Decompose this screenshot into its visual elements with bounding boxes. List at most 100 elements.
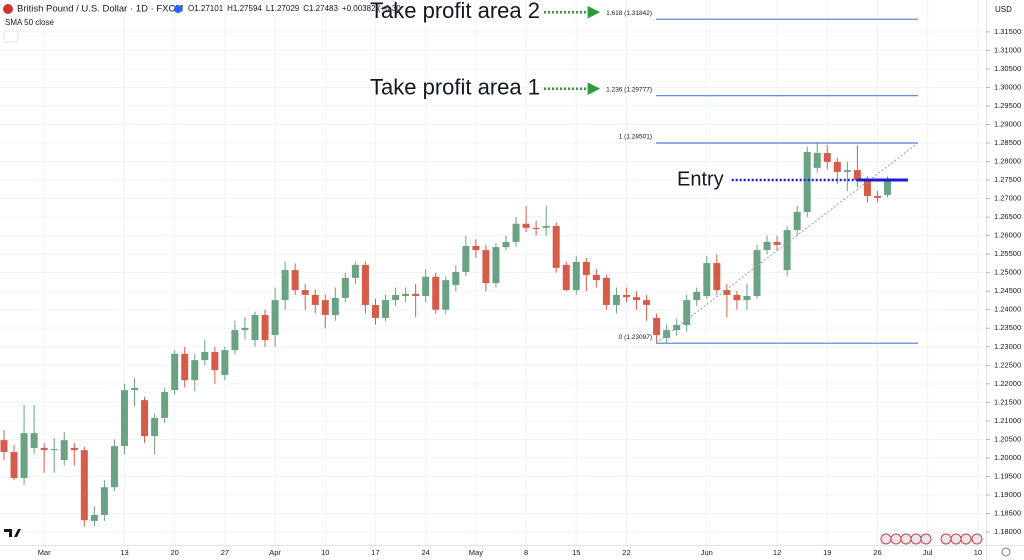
x-tick-label: 13 xyxy=(120,548,128,557)
y-tick-label: 1.26000 xyxy=(994,231,1021,240)
candle-body xyxy=(592,274,600,281)
ohlc-value: C1.27483 xyxy=(303,4,338,13)
event-flag[interactable] xyxy=(880,533,892,545)
candle-body xyxy=(482,250,490,284)
candle-body xyxy=(612,294,620,305)
x-tick-label: 12 xyxy=(773,548,781,557)
event-flag[interactable] xyxy=(940,533,952,545)
event-flag[interactable] xyxy=(890,533,902,545)
y-tick-label: 1.25000 xyxy=(994,268,1021,277)
candle-body xyxy=(753,250,761,297)
event-flag[interactable] xyxy=(960,533,972,545)
y-tick-label: 1.23000 xyxy=(994,342,1021,351)
y-tick-label: 1.24500 xyxy=(994,286,1021,295)
x-tick-label: 10 xyxy=(321,548,329,557)
candle-body xyxy=(90,514,98,521)
x-tick-label: 24 xyxy=(422,548,430,557)
candle-body xyxy=(191,360,199,381)
candle-body xyxy=(512,223,520,242)
candle-body xyxy=(341,277,349,298)
annotation: Take profit area 2 xyxy=(370,0,540,23)
candle-body xyxy=(803,151,811,212)
candle-body xyxy=(462,246,470,272)
fib-label: 1 (1.28501) xyxy=(619,134,652,141)
candle-body xyxy=(10,452,18,478)
candle-body xyxy=(422,276,430,297)
candle-body xyxy=(622,294,630,298)
fib-trend xyxy=(655,142,919,344)
symbol-icon xyxy=(3,4,13,14)
candle-body xyxy=(452,271,460,285)
y-tick-label: 1.18500 xyxy=(994,508,1021,517)
y-tick-label: 1.27000 xyxy=(994,194,1021,203)
y-tick-label: 1.29500 xyxy=(994,101,1021,110)
candle-body xyxy=(602,277,610,305)
candle-body xyxy=(502,241,510,248)
candle-body xyxy=(371,304,379,318)
candle-body xyxy=(853,170,861,181)
candle-body xyxy=(181,353,189,381)
candle-body xyxy=(321,300,329,315)
event-flag[interactable] xyxy=(950,533,962,545)
candle-body xyxy=(241,327,249,331)
candle-body xyxy=(763,241,771,251)
candle-body xyxy=(382,300,390,318)
candle-body xyxy=(843,170,851,172)
candle-body xyxy=(301,290,309,295)
y-tick-label: 1.24000 xyxy=(994,305,1021,314)
candle-body xyxy=(151,417,159,437)
candle-body xyxy=(261,314,269,341)
collapse-button[interactable] xyxy=(3,30,19,43)
candle-body xyxy=(392,294,400,301)
y-tick-label: 1.25500 xyxy=(994,249,1021,258)
header: British Pound / U.S. Dollar · 1D · FXCM … xyxy=(3,4,1012,43)
candle-body xyxy=(402,293,410,297)
candle-body xyxy=(20,433,28,478)
candle-body xyxy=(733,294,741,301)
ohlc-value: L1.27029 xyxy=(266,4,300,13)
event-flag[interactable] xyxy=(920,533,932,545)
event-flag[interactable] xyxy=(900,533,912,545)
candle-body xyxy=(873,195,881,198)
candle-body xyxy=(773,241,781,245)
y-tick-label: 1.28000 xyxy=(994,157,1021,166)
candle-body xyxy=(30,433,38,448)
candle-body xyxy=(70,447,78,451)
candle-body xyxy=(703,263,711,297)
y-tick-label: 1.27500 xyxy=(994,175,1021,184)
x-tick-label: 17 xyxy=(371,548,379,557)
candle-body xyxy=(412,293,420,297)
candle-body xyxy=(432,276,440,310)
x-tick-label: Apr xyxy=(269,548,281,557)
candle-body xyxy=(331,297,339,315)
candle-body xyxy=(211,351,219,371)
event-icons xyxy=(880,533,1011,557)
x-tick-label: Jun xyxy=(701,548,713,557)
candle-body xyxy=(572,261,580,291)
candle-body xyxy=(281,270,289,301)
candle-body xyxy=(351,264,359,278)
status-dot[interactable] xyxy=(174,5,182,13)
symbol-title: British Pound / U.S. Dollar · 1D · FXCM xyxy=(17,4,183,15)
y-tick-label: 1.23500 xyxy=(994,323,1021,332)
candle-body xyxy=(110,446,118,488)
candle-body xyxy=(0,440,8,453)
candle-body xyxy=(663,330,671,338)
candle-body xyxy=(201,351,209,361)
candle-body xyxy=(40,447,48,451)
candle-body xyxy=(633,297,641,301)
candle-body xyxy=(833,161,841,172)
event-flag[interactable] xyxy=(971,533,983,545)
candle-body xyxy=(582,261,590,275)
candle-body xyxy=(653,317,661,335)
event-flag[interactable] xyxy=(910,533,922,545)
candle-body xyxy=(80,450,88,521)
candle-body xyxy=(472,246,480,251)
settings-button[interactable] xyxy=(1001,547,1011,557)
candle-body xyxy=(291,270,299,291)
candle-body xyxy=(723,290,731,295)
candle-body xyxy=(100,487,108,515)
candle-body xyxy=(131,387,139,391)
candle-body xyxy=(161,391,169,418)
